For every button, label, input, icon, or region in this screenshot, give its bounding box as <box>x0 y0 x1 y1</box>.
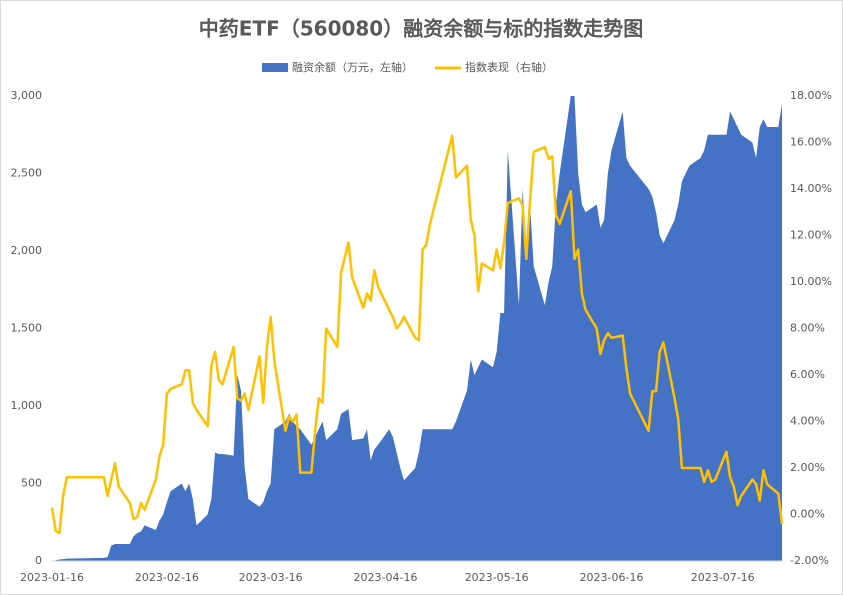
y2-tick-label: 2.00% <box>790 461 825 474</box>
x-tick-label: 2023-05-16 <box>465 571 529 584</box>
line <box>50 134 784 535</box>
x-tick-label: 2023-02-16 <box>135 571 199 584</box>
y2-tick-label: 14.00% <box>790 182 832 195</box>
y2-tick-label: 0.00% <box>790 508 825 521</box>
x-tick-label: 2023-06-16 <box>580 571 644 584</box>
x-tick-label: 2023-07-16 <box>691 571 755 584</box>
x-tick-label: 2023-03-16 <box>239 571 303 584</box>
y-tick-label: 1,500 <box>11 322 43 335</box>
y2-tick-label: 8.00% <box>790 322 825 335</box>
x-tick-label: 2023-04-16 <box>354 571 418 584</box>
y-tick-label: 2,500 <box>11 167 43 180</box>
y-tick-label: 2,000 <box>11 244 43 257</box>
y2-tick-label: 4.00% <box>790 415 825 428</box>
legend-label: 指数表现（右轴） <box>465 60 553 74</box>
y2-tick-label: 18.00% <box>790 89 832 102</box>
y2-tick-label: 12.00% <box>790 229 832 242</box>
y2-tick-label: 6.00% <box>790 368 825 381</box>
area <box>52 96 782 561</box>
y-tick-label: 500 <box>21 477 42 490</box>
y2-tick-label: 10.00% <box>790 275 832 288</box>
legend-label: 融资余额（万元，左轴） <box>292 60 413 74</box>
x-tick-label: 2023-01-16 <box>20 571 84 584</box>
y-tick-label: 0 <box>35 554 42 567</box>
y2-tick-label: -2.00% <box>790 554 829 567</box>
chart-title: 中药ETF（560080）融资余额与标的指数走势图 <box>199 17 643 41</box>
y-tick-label: 3,000 <box>11 89 43 102</box>
y2-tick-label: 16.00% <box>790 136 832 149</box>
y-tick-label: 1,000 <box>11 399 43 412</box>
legend-swatch <box>262 63 288 72</box>
